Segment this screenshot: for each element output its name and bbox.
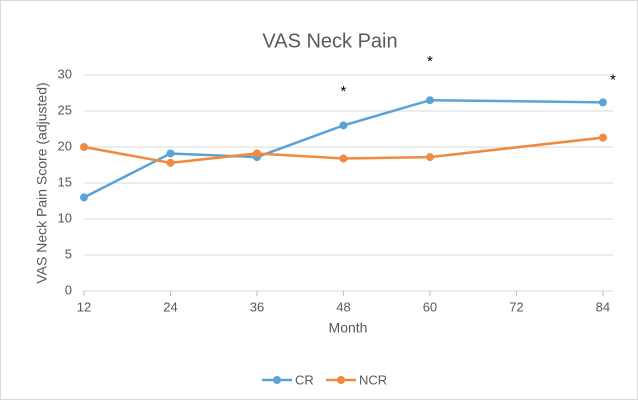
marker <box>166 158 175 167</box>
y-axis-label: VAS Neck Pain Score (adjusted) <box>34 82 50 283</box>
annotation: * <box>610 72 616 89</box>
y-tick-label: 25 <box>58 102 72 117</box>
marker <box>166 149 175 158</box>
chart-title: VAS Neck Pain <box>262 30 397 52</box>
annotation: * <box>427 53 433 70</box>
x-tick-label: 72 <box>509 299 523 314</box>
y-tick-label: 10 <box>58 210 72 225</box>
x-tick-label: 24 <box>163 299 177 314</box>
marker <box>598 98 607 107</box>
x-tick-label: 48 <box>336 299 350 314</box>
marker <box>339 154 348 163</box>
marker <box>252 149 261 158</box>
marker <box>80 143 88 151</box>
series-line <box>83 136 604 165</box>
y-tick-label: 15 <box>58 174 72 189</box>
x-axis-label: Month <box>329 320 368 336</box>
marker <box>80 193 88 202</box>
y-tick-label: 20 <box>58 138 72 153</box>
legend-marker <box>273 376 281 384</box>
legend-label: NCR <box>359 372 387 387</box>
legend-marker <box>337 376 345 384</box>
x-tick-label: 84 <box>596 299 610 314</box>
legend-label: CR <box>295 372 314 387</box>
marker <box>425 96 434 105</box>
x-tick-label: 60 <box>423 299 437 314</box>
x-tick-label: 12 <box>77 299 91 314</box>
y-tick-label: 0 <box>65 282 72 297</box>
marker <box>425 153 434 162</box>
annotation: * <box>341 83 347 100</box>
y-tick-label: 30 <box>58 66 72 81</box>
y-tick-label: 5 <box>65 246 72 261</box>
marker <box>339 121 348 130</box>
x-tick-label: 36 <box>250 299 264 314</box>
marker <box>598 133 607 142</box>
